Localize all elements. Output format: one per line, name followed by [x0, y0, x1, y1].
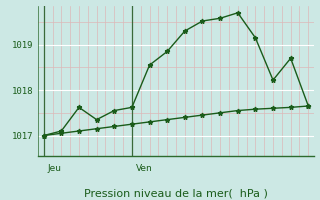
- Text: Ven: Ven: [135, 164, 152, 173]
- Text: Pression niveau de la mer(  hPa ): Pression niveau de la mer( hPa ): [84, 189, 268, 199]
- Text: Jeu: Jeu: [47, 164, 61, 173]
